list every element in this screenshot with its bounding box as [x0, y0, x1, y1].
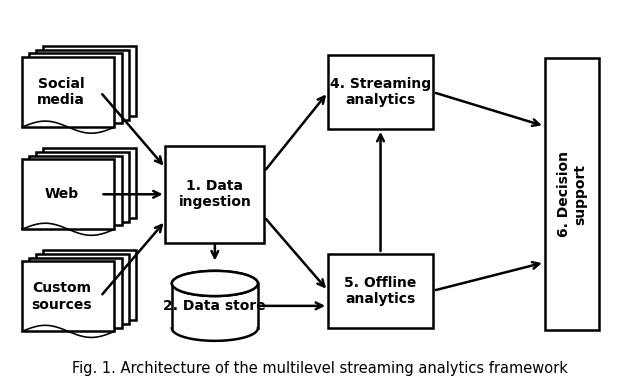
Text: Social
media: Social media — [37, 77, 85, 107]
FancyBboxPatch shape — [29, 155, 122, 226]
FancyBboxPatch shape — [43, 250, 136, 320]
FancyBboxPatch shape — [328, 254, 433, 328]
FancyBboxPatch shape — [545, 58, 599, 330]
FancyBboxPatch shape — [43, 148, 136, 218]
Ellipse shape — [172, 271, 258, 296]
Text: Fig. 1. Architecture of the multilevel streaming analytics framework: Fig. 1. Architecture of the multilevel s… — [72, 361, 568, 376]
FancyBboxPatch shape — [22, 159, 115, 229]
FancyBboxPatch shape — [328, 55, 433, 129]
FancyBboxPatch shape — [172, 283, 258, 328]
FancyBboxPatch shape — [36, 50, 129, 120]
FancyBboxPatch shape — [22, 261, 115, 331]
FancyBboxPatch shape — [29, 53, 122, 123]
Text: 5. Offline
analytics: 5. Offline analytics — [344, 275, 417, 306]
Text: Custom
sources: Custom sources — [31, 281, 92, 312]
Text: Web: Web — [44, 187, 78, 201]
Ellipse shape — [172, 271, 258, 296]
Text: 4. Streaming
analytics: 4. Streaming analytics — [330, 77, 431, 107]
FancyBboxPatch shape — [43, 46, 136, 116]
FancyBboxPatch shape — [36, 254, 129, 324]
FancyBboxPatch shape — [166, 146, 264, 242]
Text: 1. Data
ingestion: 1. Data ingestion — [179, 179, 252, 210]
FancyBboxPatch shape — [22, 57, 115, 127]
FancyBboxPatch shape — [36, 152, 129, 222]
FancyBboxPatch shape — [29, 258, 122, 328]
Text: 6. Decision
support: 6. Decision support — [557, 151, 587, 237]
Text: 2. Data store: 2. Data store — [163, 299, 266, 313]
